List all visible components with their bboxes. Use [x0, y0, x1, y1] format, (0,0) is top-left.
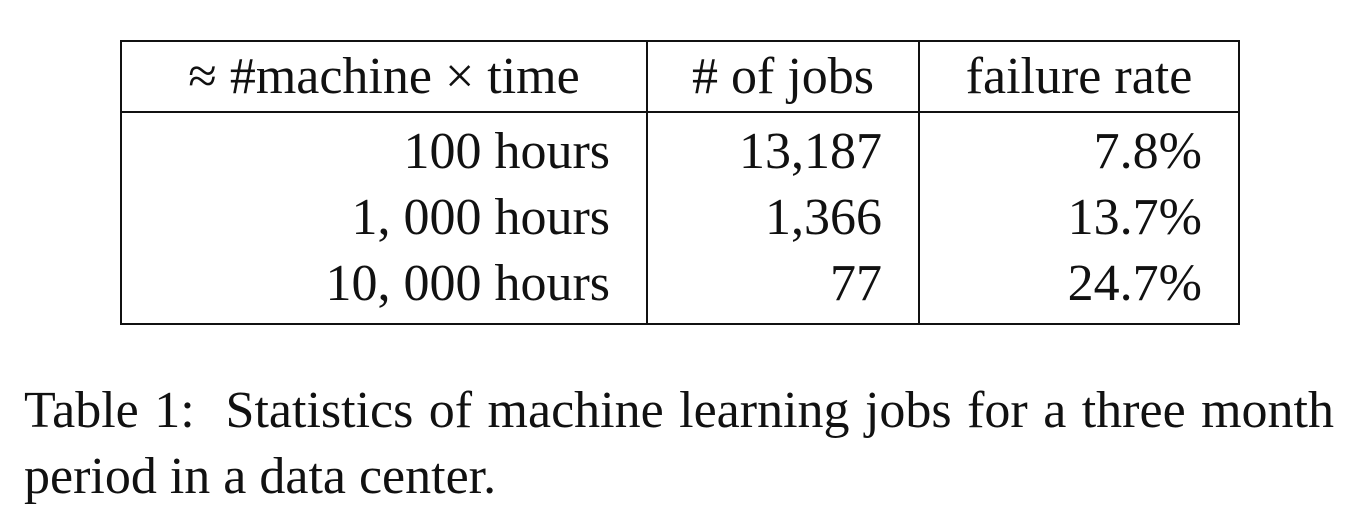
table-row: 10, 000 hours 77 24.7%: [121, 251, 1239, 324]
cell-num-jobs: 77: [646, 251, 919, 324]
table-header: ≈ #machine × time # of jobs failure rate: [121, 41, 1239, 113]
cell-machine-time: 1, 000 hours: [351, 189, 610, 246]
header-num-jobs: # of jobs: [646, 41, 919, 113]
cell-failure-rate: 24.7%: [918, 251, 1239, 324]
cell-num-jobs: 1,366: [646, 185, 919, 251]
caption-label: Table 1:: [24, 382, 195, 439]
cell-num-jobs: 13,187: [646, 112, 919, 185]
table-row: 1, 000 hours 1,366 13.7%: [121, 185, 1239, 251]
table-caption: Table 1: Statistics of machine learning …: [24, 378, 1334, 510]
cell-machine-time: 10, 000 hours: [325, 255, 610, 312]
cell-machine-time: 100 hours: [403, 123, 610, 180]
header-failure-rate: failure rate: [918, 41, 1239, 113]
table-row: 100 hours 13,187 7.8%: [121, 112, 1239, 185]
job-statistics-table: ≈ #machine × time # of jobs failure rate…: [120, 40, 1240, 325]
cell-failure-rate: 7.8%: [918, 112, 1239, 185]
table-header-row: ≈ #machine × time # of jobs failure rate: [121, 41, 1239, 113]
header-machine-time: ≈ #machine × time: [121, 41, 647, 113]
cell-failure-rate: 13.7%: [918, 185, 1239, 251]
caption-text: Statistics of machine learning jobs for …: [24, 382, 1334, 505]
table-body: 100 hours 13,187 7.8% 1, 000 hours 1,366…: [121, 112, 1239, 324]
